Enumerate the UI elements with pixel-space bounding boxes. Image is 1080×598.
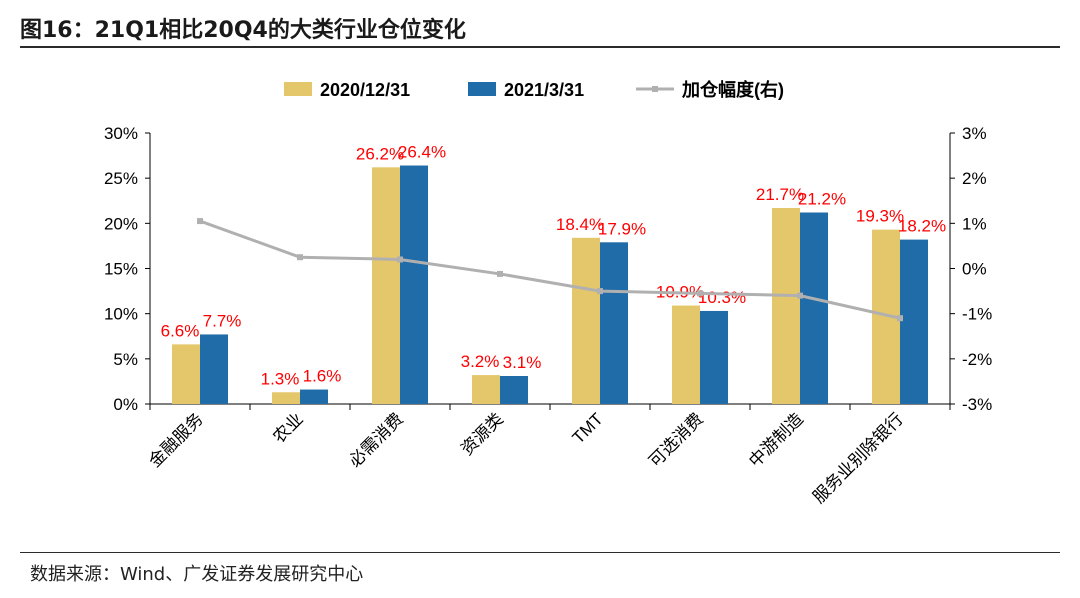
bar-2021-3-31 [200, 334, 228, 404]
bar-2021-3-31 [500, 375, 528, 404]
line-point [597, 288, 603, 295]
source-note: 数据来源：Wind、广发证券发展研究中心 [30, 564, 364, 585]
y-right-tick-label: -3% [962, 395, 992, 414]
bar-2020-12-31 [472, 375, 500, 404]
legend-line-marker [652, 86, 658, 92]
line-point [897, 315, 903, 322]
bar-2021-3-31 [600, 242, 628, 404]
legend-label-2020-12-31: 2020/12/31 [320, 80, 410, 100]
y-left-tick-label: 15% [104, 260, 138, 279]
y-left-tick-label: 30% [104, 124, 138, 143]
bar-2020-12-31 [572, 237, 600, 404]
line-point [497, 270, 503, 277]
bar-2021-3-31 [300, 389, 328, 404]
bar-value-label: 1.3% [261, 369, 300, 388]
chart-title: 图16：21Q1相比20Q4的大类行业仓位变化 [20, 18, 466, 43]
bar-value-label: 18.2% [898, 217, 946, 236]
y-right-tick-label: 0% [962, 260, 987, 279]
line-series-add-position [199, 219, 901, 320]
legend-label-line: 加仓幅度(右) [681, 79, 784, 100]
legend-label-2021-3-31: 2021/3/31 [504, 80, 584, 100]
y-left-tick-label: 10% [104, 305, 138, 324]
bar-2020-12-31 [372, 167, 400, 404]
category-label: 服务业别除银行 [809, 409, 907, 507]
bar-2021-3-31 [400, 165, 428, 404]
bar-line-chart: 0% 5% 10% 15% 20% 25% 30% -3% -2% -1% 0% 1% 2% 3% 6.6%… [104, 79, 992, 507]
line-point [697, 290, 703, 297]
y-right-tick-label: -1% [962, 305, 992, 324]
category-label: 可选消费 [645, 409, 707, 471]
bar-value-label: 3.1% [503, 353, 542, 372]
y-left-tick-label: 0% [113, 395, 138, 414]
bar-value-label: 21.7% [756, 185, 804, 204]
footer-rule [20, 552, 1060, 553]
category-label: TMT [569, 409, 607, 447]
category-label: 金融服务 [145, 409, 207, 471]
bar-value-label: 26.2% [356, 144, 404, 163]
line-point [197, 218, 203, 225]
bar-value-label: 18.4% [556, 215, 604, 234]
line-point [797, 292, 803, 299]
bar-2020-12-31 [772, 207, 800, 404]
y-left-tick-label: 25% [104, 169, 138, 188]
bar-2020-12-31 [272, 392, 300, 404]
bar-value-label: 17.9% [598, 219, 646, 238]
bar-value-label: 26.4% [398, 143, 446, 162]
bar-value-label: 7.7% [203, 311, 242, 330]
bar-2021-3-31 [700, 310, 728, 404]
bar-value-label: 6.6% [161, 321, 200, 340]
bar-value-label: 19.3% [856, 207, 904, 226]
category-label: 必需消费 [345, 409, 407, 471]
y-left-tick-label: 5% [113, 350, 138, 369]
category-label: 资源类 [457, 409, 506, 458]
bar-2020-12-31 [172, 344, 200, 404]
y-right-tick-label: 1% [962, 214, 987, 233]
bar-value-label: 1.6% [303, 367, 342, 386]
bar-2021-3-31 [900, 239, 928, 404]
bar-2020-12-31 [672, 305, 700, 404]
legend-swatch-2021-3-31 [468, 82, 496, 96]
line-point [297, 254, 303, 261]
bar-value-label: 10.3% [698, 288, 746, 307]
bar-value-label: 3.2% [461, 352, 500, 371]
bar-2021-3-31 [800, 212, 828, 404]
y-right-tick-label: 2% [962, 169, 987, 188]
y-right-tick-label: 3% [962, 124, 987, 143]
y-left-tick-label: 20% [104, 214, 138, 233]
category-label: 农业 [269, 409, 306, 446]
title-rule [20, 46, 1060, 48]
line-point [397, 256, 403, 263]
legend-swatch-2020-12-31 [284, 82, 312, 96]
bar-value-label: 21.2% [798, 189, 846, 208]
y-right-tick-label: -2% [962, 350, 992, 369]
category-label: 中游制造 [745, 409, 807, 471]
